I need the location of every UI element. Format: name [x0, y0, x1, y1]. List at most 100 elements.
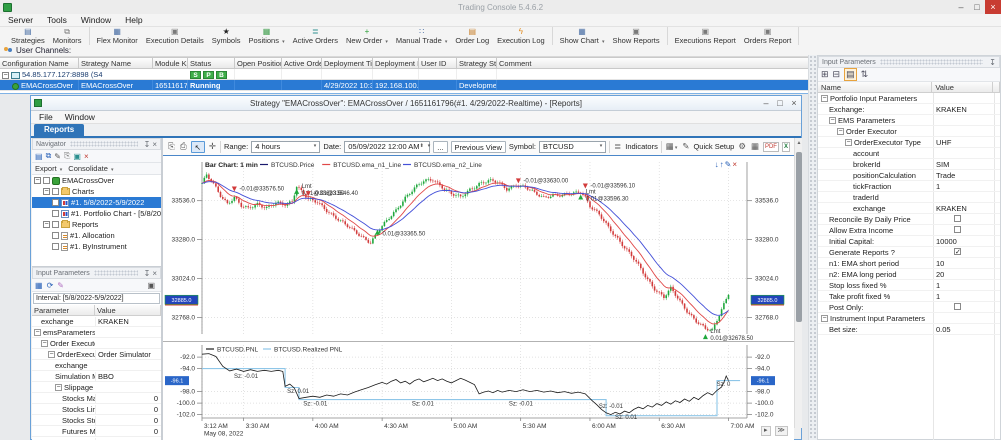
- send-icon[interactable]: ▣: [73, 152, 81, 161]
- col-name[interactable]: Name: [818, 82, 932, 92]
- chart-corner-tools[interactable]: ↓↑✎×: [715, 160, 738, 169]
- col-value[interactable]: Value: [932, 82, 993, 92]
- range-select[interactable]: 4 hours▾: [251, 141, 320, 153]
- column-header[interactable]: Configuration Name: [0, 58, 79, 68]
- param-row[interactable]: Post Only:: [818, 302, 1000, 313]
- expand-all-icon[interactable]: ⊞: [821, 69, 829, 80]
- execution-details-button[interactable]: ▣Execution Details: [142, 27, 208, 45]
- strategies-button[interactable]: ▤Strategies: [7, 27, 49, 45]
- param-row[interactable]: Stocks Limit0: [32, 404, 161, 415]
- param-row[interactable]: exchangeKRAKEN: [32, 316, 161, 327]
- export-button[interactable]: Export ▾: [35, 164, 62, 173]
- param-row[interactable]: brokerIdSIM: [818, 159, 1000, 170]
- collapse-all-icon[interactable]: ⊟: [833, 69, 841, 80]
- param-row[interactable]: Bet size:0.05: [818, 324, 1000, 335]
- new-order-button[interactable]: +New Order ▾: [342, 27, 392, 47]
- param-row[interactable]: −emsParameters: [32, 327, 161, 338]
- param-row[interactable]: −Order Executor: [32, 338, 161, 349]
- param-row[interactable]: −OrderExecutor TyOrder Simulator: [32, 349, 161, 360]
- item-checkbox[interactable]: [52, 221, 59, 228]
- column-header[interactable]: Strategy Name: [79, 58, 153, 68]
- export-excel-icon[interactable]: X: [782, 142, 790, 152]
- configuration-group-row[interactable]: −54.85.177.127:8898 (S4SPB: [0, 69, 817, 80]
- param-row[interactable]: positionCalculationTrade: [818, 170, 1000, 181]
- param-row[interactable]: Exchange:KRAKEN: [818, 104, 1000, 115]
- indicators-button[interactable]: Indicators: [625, 142, 658, 151]
- column-header[interactable]: Status: [188, 58, 235, 68]
- pin-icon[interactable]: ↧: [144, 269, 151, 278]
- collapse-icon[interactable]: −: [2, 72, 9, 79]
- price-chart[interactable]: 33536.033536.033280.033280.033024.033024…: [163, 156, 795, 342]
- param-row[interactable]: −Portfolio Input Parameters: [818, 93, 1000, 104]
- panel-splitter[interactable]: [808, 55, 817, 440]
- horizontal-scroll-buttons[interactable]: ▸≫: [761, 426, 788, 436]
- pin-icon[interactable]: ↧: [144, 140, 151, 149]
- param-row[interactable]: Generate Reports ?: [818, 247, 1000, 258]
- show-chart-button[interactable]: ▦Show Chart ▾: [556, 27, 609, 47]
- strategy-row[interactable]: EMACrossOverEMACrossOver1651161796Runnin…: [0, 80, 817, 91]
- interval-field[interactable]: Interval: [5/8/2022-5/9/2022]: [33, 293, 160, 304]
- column-header[interactable]: Open Positions: [235, 58, 282, 68]
- column-header[interactable]: Comment: [497, 58, 815, 68]
- column-header[interactable]: Module Key: [153, 58, 188, 68]
- param-row[interactable]: Stocks Stop0: [32, 415, 161, 426]
- manual-trade-button[interactable]: ∷Manual Trade ▾: [392, 27, 451, 47]
- save-all-icon[interactable]: ⧉: [46, 151, 52, 161]
- tree-item[interactable]: −Charts: [32, 186, 161, 197]
- menu-window[interactable]: Window: [81, 15, 111, 25]
- param-row[interactable]: traderId: [818, 192, 1000, 203]
- pnl-chart[interactable]: 3:12 AM3:30 AM4:00 AM4:30 AM5:00 AM5:30 …: [163, 342, 795, 437]
- tree-item[interactable]: −Reports: [32, 219, 161, 230]
- param-row[interactable]: −OrderExecutor TypeUHF: [818, 137, 1000, 148]
- menu-file[interactable]: File: [39, 112, 53, 122]
- param-checkbox[interactable]: [954, 303, 961, 310]
- copy-icon[interactable]: ⎘: [64, 151, 70, 161]
- tree-item[interactable]: #1. ByInstrument: [32, 241, 161, 252]
- orders-report-button[interactable]: ▣Orders Report: [740, 27, 796, 45]
- param-row[interactable]: Initial Capital:10000: [818, 236, 1000, 247]
- item-checkbox[interactable]: [52, 199, 59, 206]
- col-parameter[interactable]: Parameter: [32, 305, 95, 315]
- param-row[interactable]: −EMS Parameters: [818, 115, 1000, 126]
- param-row[interactable]: tickFraction1: [818, 181, 1000, 192]
- edit-icon[interactable]: ✎: [54, 152, 61, 161]
- item-checkbox[interactable]: [52, 188, 59, 195]
- positions-button[interactable]: ▦Positions ▾: [245, 27, 289, 47]
- item-checkbox[interactable]: [52, 232, 59, 239]
- monitors-button[interactable]: ⧉Monitors: [49, 27, 86, 45]
- tree-item[interactable]: −EMACrossOver: [32, 175, 161, 186]
- item-checkbox[interactable]: [52, 210, 59, 217]
- param-checkbox[interactable]: [954, 226, 961, 233]
- param-row[interactable]: exchange: [32, 360, 161, 371]
- menu-window[interactable]: Window: [65, 112, 95, 122]
- flex-monitor-button[interactable]: ▦Flex Monitor: [93, 27, 142, 45]
- column-header[interactable]: User ID: [419, 58, 457, 68]
- param-checkbox[interactable]: [954, 215, 961, 222]
- tree-item[interactable]: #1. Allocation: [32, 230, 161, 241]
- layout-grid-icon[interactable]: ▦▾: [665, 141, 679, 152]
- symbol-select[interactable]: BTCUSD▾: [539, 141, 606, 153]
- symbols-button[interactable]: ★Symbols: [208, 27, 245, 45]
- pan-tool-icon[interactable]: ✛: [208, 141, 217, 152]
- param-row[interactable]: account: [818, 148, 1000, 159]
- item-checkbox[interactable]: [43, 177, 50, 184]
- param-row[interactable]: Stocks Mark0: [32, 393, 161, 404]
- param-row[interactable]: Take profit fixed %1: [818, 291, 1000, 302]
- previous-view-button[interactable]: Previous View: [451, 141, 506, 153]
- refresh-icon[interactable]: ⟳: [47, 281, 54, 290]
- param-row[interactable]: −Slippage: [32, 382, 161, 393]
- expand-panel-icon[interactable]: ▣: [147, 281, 155, 290]
- param-row[interactable]: −Instrument Input Parameters: [818, 313, 1000, 324]
- grid-view-icon[interactable]: ▦: [35, 281, 43, 290]
- vertical-scrollbar[interactable]: ▲: [794, 138, 802, 428]
- close-panel-icon[interactable]: ×: [152, 140, 157, 149]
- menu-tools[interactable]: Tools: [47, 15, 67, 25]
- tree-item[interactable]: #1. 5/8/2022-5/9/2022: [32, 197, 161, 208]
- cursor-tool-button[interactable]: ↖: [191, 141, 205, 153]
- param-row[interactable]: exchangeKRAKEN: [818, 203, 1000, 214]
- export-table-icon[interactable]: ▦: [750, 141, 760, 152]
- quick-setup-button[interactable]: Quick Setup: [693, 142, 734, 151]
- strategy-window-titlebar[interactable]: Strategy "EMACrossOver": EMACrossOver / …: [31, 96, 801, 111]
- col-value[interactable]: Value: [95, 305, 161, 315]
- param-row[interactable]: Simulation MoBBO: [32, 371, 161, 382]
